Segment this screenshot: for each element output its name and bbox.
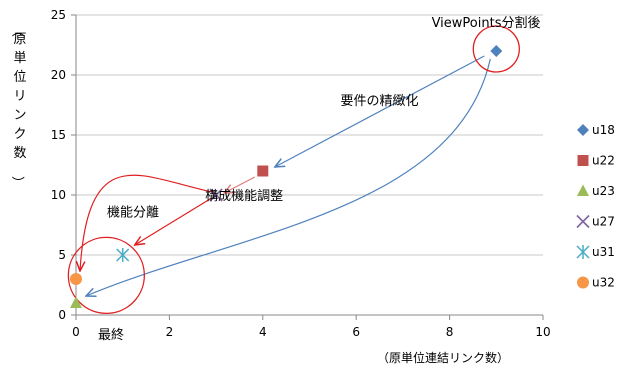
- y-tick-label: 5: [58, 248, 66, 262]
- x-tick-label: 10: [535, 325, 550, 339]
- legend-item-u32: u32: [577, 276, 615, 290]
- legend-marker-u22: [577, 155, 589, 166]
- y-tick-label: 15: [51, 128, 66, 142]
- svg-text:（原単位リンク数）: （原単位リンク数 ）: [9, 24, 26, 189]
- grid-lines: [76, 14, 543, 256]
- arrow-u27-to-u31: [135, 198, 211, 245]
- y-tick-label: 10: [51, 188, 66, 202]
- x-tick-label: 6: [352, 325, 360, 339]
- y-axis-title-char: ク: [13, 127, 26, 142]
- data-point-u27: [209, 188, 223, 202]
- data-point-u23: [70, 296, 82, 308]
- data-point-u22: [257, 165, 269, 177]
- x-tick-label: 0: [72, 325, 80, 339]
- y-tick-label: 25: [51, 8, 66, 22]
- tick-labels: 0 5 10 15 20 25 0 2 4 6 8 10: [51, 8, 551, 339]
- y-tick-label: 0: [58, 308, 66, 322]
- annotation-label: 機能分離: [107, 206, 159, 221]
- data-point-u32: [70, 273, 82, 285]
- connector-arrows: [67, 25, 520, 315]
- legend-label-u23: u23: [592, 184, 615, 198]
- highlight-circle-u18: [472, 25, 520, 73]
- annotation-label: ViewPoints分割後: [432, 15, 541, 31]
- y-tick-label: 20: [51, 68, 66, 82]
- annotation-label: 構成機能調整: [205, 189, 283, 204]
- y-axis-title: （原単位リンク数 ）: [9, 24, 26, 189]
- arrow-u18-to-u22: [275, 55, 485, 167]
- legend-label-u32: u32: [592, 276, 615, 290]
- x-tick-label: 2: [166, 325, 174, 339]
- legend-label-u27: u27: [592, 215, 615, 229]
- y-axis-title-char: （: [9, 24, 24, 37]
- axes: [71, 14, 544, 320]
- legend-item-u22: u22: [577, 154, 615, 168]
- y-axis-title-char: ン: [13, 108, 26, 123]
- y-axis-title-char: 位: [13, 70, 26, 85]
- legend-marker-u31: [576, 245, 590, 259]
- x-axis-title: （原単位連結リンク数）: [377, 350, 509, 365]
- legend-item-u23: u23: [577, 184, 615, 198]
- legend-marker-u23: [577, 184, 589, 196]
- annotation-label: 要件の精緻化: [341, 94, 419, 109]
- legend-marker-u32: [577, 276, 589, 289]
- y-axis-title-char: ）: [9, 176, 24, 189]
- legend-marker-u18: [577, 124, 589, 136]
- arrow-u27-to-u32: [80, 174, 213, 271]
- legend-label-u31: u31: [592, 245, 615, 259]
- y-axis-title-char: 単: [13, 50, 26, 66]
- legend-label-u22: u22: [592, 154, 615, 168]
- legend: u18 u22 u23 u27 u31 u32: [576, 123, 615, 290]
- y-axis-title-char: リ: [13, 89, 26, 104]
- x-tick-label: 8: [446, 325, 454, 339]
- highlight-circle-final: [67, 236, 146, 315]
- legend-label-u18: u18: [592, 123, 615, 137]
- data-points: [70, 45, 503, 308]
- data-point-u31: [116, 248, 130, 262]
- legend-marker-u27: [576, 214, 590, 229]
- y-axis-title-char: 原: [13, 32, 26, 47]
- arrow-u18-to-u23: [86, 58, 491, 296]
- arrow-u22-to-u27: [224, 176, 256, 193]
- annotation-label: 最終: [98, 327, 124, 343]
- x-tick-label: 4: [259, 325, 267, 339]
- legend-item-u31: u31: [576, 245, 615, 259]
- legend-item-u27: u27: [576, 214, 615, 229]
- y-axis-title-char: 数: [13, 146, 26, 161]
- legend-item-u18: u18: [577, 123, 615, 137]
- data-point-u18: [490, 45, 503, 57]
